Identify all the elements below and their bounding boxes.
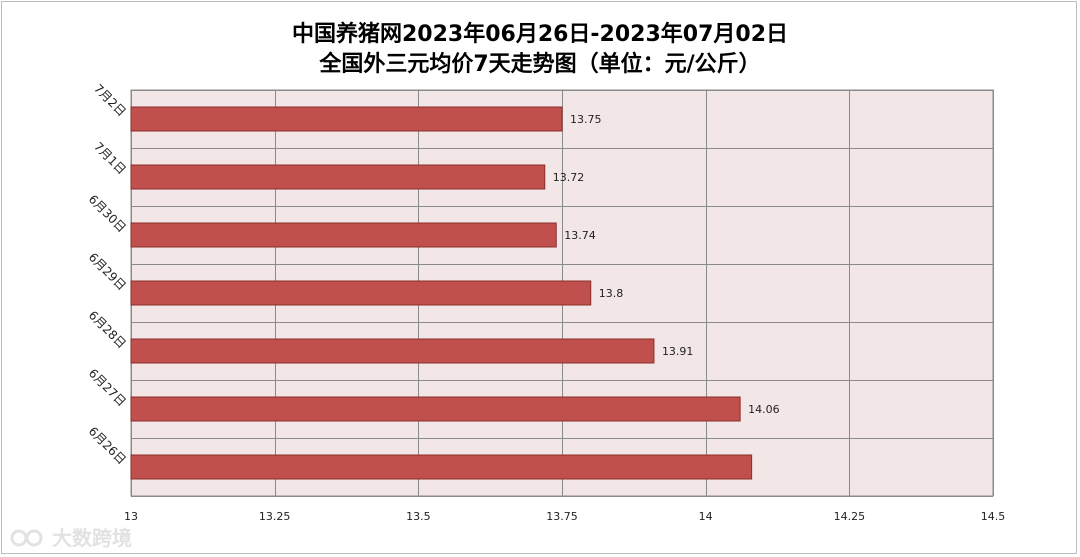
x-tick-label: 14.5 <box>981 510 1006 523</box>
bar <box>130 280 592 306</box>
data-label: 13.75 <box>570 113 602 126</box>
data-label: 14.06 <box>748 403 780 416</box>
data-label: 13.74 <box>564 229 596 242</box>
x-tick-label: 13.25 <box>259 510 291 523</box>
x-tick-label: 13.75 <box>546 510 578 523</box>
data-label: 13.8 <box>599 287 624 300</box>
category-label: 6月29日 <box>86 250 129 293</box>
x-tick-label: 13 <box>124 510 138 523</box>
category-label: 7月1日 <box>91 139 129 177</box>
watermark-text: 大数跨境 <box>52 526 132 550</box>
bar <box>130 396 741 422</box>
category-label: 6月28日 <box>86 308 129 351</box>
bar <box>130 338 655 364</box>
watermark: 大数跨境 <box>10 522 132 551</box>
category-label: 6月27日 <box>86 366 129 409</box>
x-tick-label: 14 <box>699 510 713 523</box>
category-label: 6月26日 <box>86 424 129 467</box>
chart-title-line1: 中国养猪网2023年06月26日-2023年07月02日 <box>291 22 789 47</box>
bar <box>130 222 557 248</box>
bar <box>130 454 753 480</box>
bar <box>130 106 563 132</box>
watermark-logo-icon <box>10 529 43 546</box>
data-label: 13.91 <box>662 345 694 358</box>
chart-title-line2: 全国外三元均价7天走势图（单位：元/公斤） <box>319 52 761 77</box>
bar <box>130 164 546 190</box>
data-label: 13.72 <box>553 171 585 184</box>
category-label: 7月2日 <box>91 81 129 119</box>
category-label: 6月30日 <box>86 192 129 235</box>
x-tick-label: 13.5 <box>406 510 431 523</box>
x-tick-label: 14.25 <box>834 510 866 523</box>
